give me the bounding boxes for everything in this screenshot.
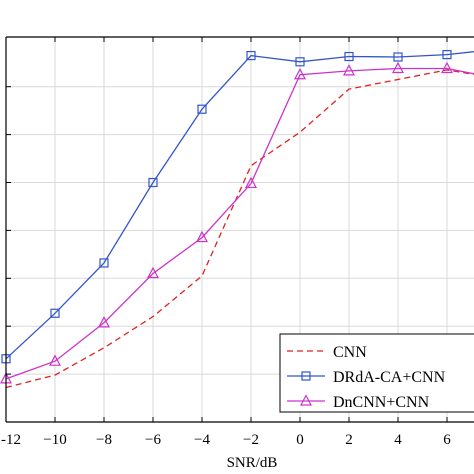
x-tick-label: -12	[1, 432, 21, 448]
x-tick-label: −2	[243, 432, 259, 448]
series-line-3	[5, 67, 474, 380]
series-markers	[0, 50, 453, 384]
x-tick-label: −10	[43, 432, 66, 448]
series-line-2	[5, 51, 474, 360]
x-tick-label: 0	[296, 432, 304, 448]
data-point	[98, 316, 110, 328]
legend-label-1: CNN	[333, 344, 367, 361]
data-point	[197, 104, 207, 114]
data-point	[246, 50, 256, 61]
tick-labels: -12 −10 −8 −6 −4 −2 0 2 4 6	[1, 432, 451, 448]
x-tick-label: −6	[145, 432, 161, 448]
data-point	[245, 176, 257, 189]
data-point	[344, 51, 354, 62]
grid	[5, 37, 474, 422]
data-point	[442, 50, 452, 60]
data-point	[294, 67, 306, 80]
data-point	[50, 308, 60, 318]
data-point	[295, 57, 305, 67]
data-point	[148, 177, 158, 188]
data-point	[343, 64, 355, 76]
data-point	[99, 258, 109, 268]
x-tick-label: 4	[394, 432, 402, 448]
axes	[5, 36, 474, 423]
data-point	[392, 61, 404, 74]
data-point	[393, 52, 403, 62]
x-axis-label: SNR/dB	[227, 455, 278, 471]
series-lines	[5, 51, 474, 389]
data-point	[49, 354, 61, 366]
x-tick-label: 6	[443, 432, 451, 448]
legend-marker-3	[300, 394, 312, 406]
data-point	[196, 230, 208, 243]
data-point	[441, 61, 453, 74]
x-tick-label: 2	[345, 432, 353, 448]
series-line-1	[5, 69, 474, 389]
legend-label-2: DRdA-CA+CNN	[333, 369, 446, 386]
legend: CNN DRdA-CA+CNN DnCNN+CNN	[279, 333, 474, 413]
legend-box	[279, 333, 474, 413]
x-tick-label: −4	[194, 432, 210, 448]
x-tick-label: −8	[96, 432, 112, 448]
data-point	[147, 266, 159, 279]
legend-marker-2	[301, 371, 311, 381]
legend-label-3: DnCNN+CNN	[333, 394, 430, 411]
